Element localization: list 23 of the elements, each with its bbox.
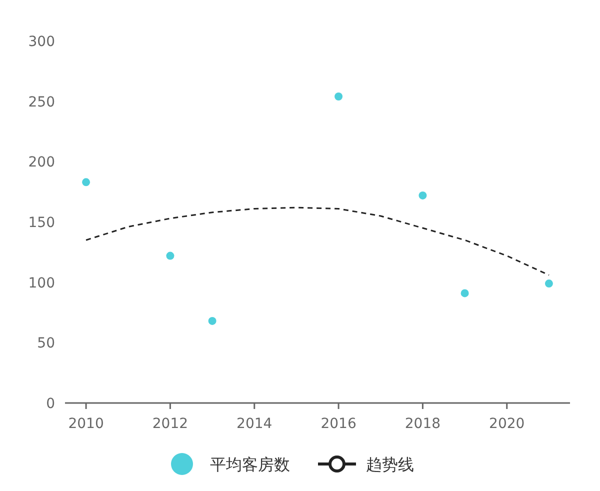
point bbox=[334, 92, 343, 101]
y-tick-label: 300 bbox=[28, 34, 55, 50]
point bbox=[166, 252, 174, 260]
line-series bbox=[85, 206, 550, 276]
legend-label: 平均客房数 bbox=[210, 455, 290, 474]
point bbox=[208, 316, 216, 325]
x-tick-label: 2020 bbox=[489, 416, 525, 432]
legend-label: 趋势线 bbox=[366, 455, 414, 474]
x-tick-label: 2012 bbox=[152, 416, 188, 432]
point bbox=[418, 191, 427, 200]
x-tick-label: 2016 bbox=[320, 416, 356, 432]
y-tick-label: 0 bbox=[46, 396, 55, 412]
point bbox=[544, 280, 553, 288]
y-tick-label: 250 bbox=[28, 94, 55, 110]
x-tick-label: 2018 bbox=[404, 416, 441, 432]
y-tick-label: 100 bbox=[28, 275, 55, 292]
y-tick-label: 150 bbox=[28, 215, 55, 231]
x-tick-label: 2014 bbox=[236, 416, 272, 432]
y-tick-label: 50 bbox=[37, 336, 55, 352]
y-tick-label: 200 bbox=[28, 154, 55, 171]
point bbox=[82, 178, 90, 186]
x-tick-label: 2010 bbox=[68, 416, 104, 432]
point bbox=[460, 289, 469, 298]
